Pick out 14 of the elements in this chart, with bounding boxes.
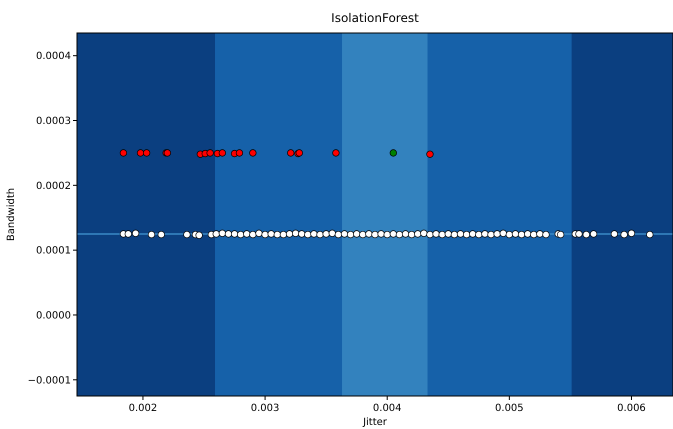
x-tick-label: 0.006 bbox=[617, 403, 646, 414]
y-tick-label: 0.0004 bbox=[36, 51, 71, 62]
y-tick-label: −0.0001 bbox=[28, 375, 71, 386]
x-tick-label: 0.005 bbox=[495, 403, 524, 414]
x-tick-label: 0.002 bbox=[128, 403, 158, 414]
y-tick-label: 0.0001 bbox=[36, 246, 71, 257]
y-tick-label: 0.0002 bbox=[36, 180, 71, 192]
y-tick-label: 0.0000 bbox=[36, 310, 71, 322]
x-tick-label: 0.003 bbox=[250, 403, 280, 414]
x-tick-label: 0.004 bbox=[372, 403, 402, 414]
x-axis-title: Jitter bbox=[362, 417, 388, 428]
chart-title: IsolationForest bbox=[331, 11, 420, 25]
y-axis-title: Bandwidth bbox=[6, 188, 17, 242]
y-tick-label: 0.0003 bbox=[36, 116, 71, 128]
